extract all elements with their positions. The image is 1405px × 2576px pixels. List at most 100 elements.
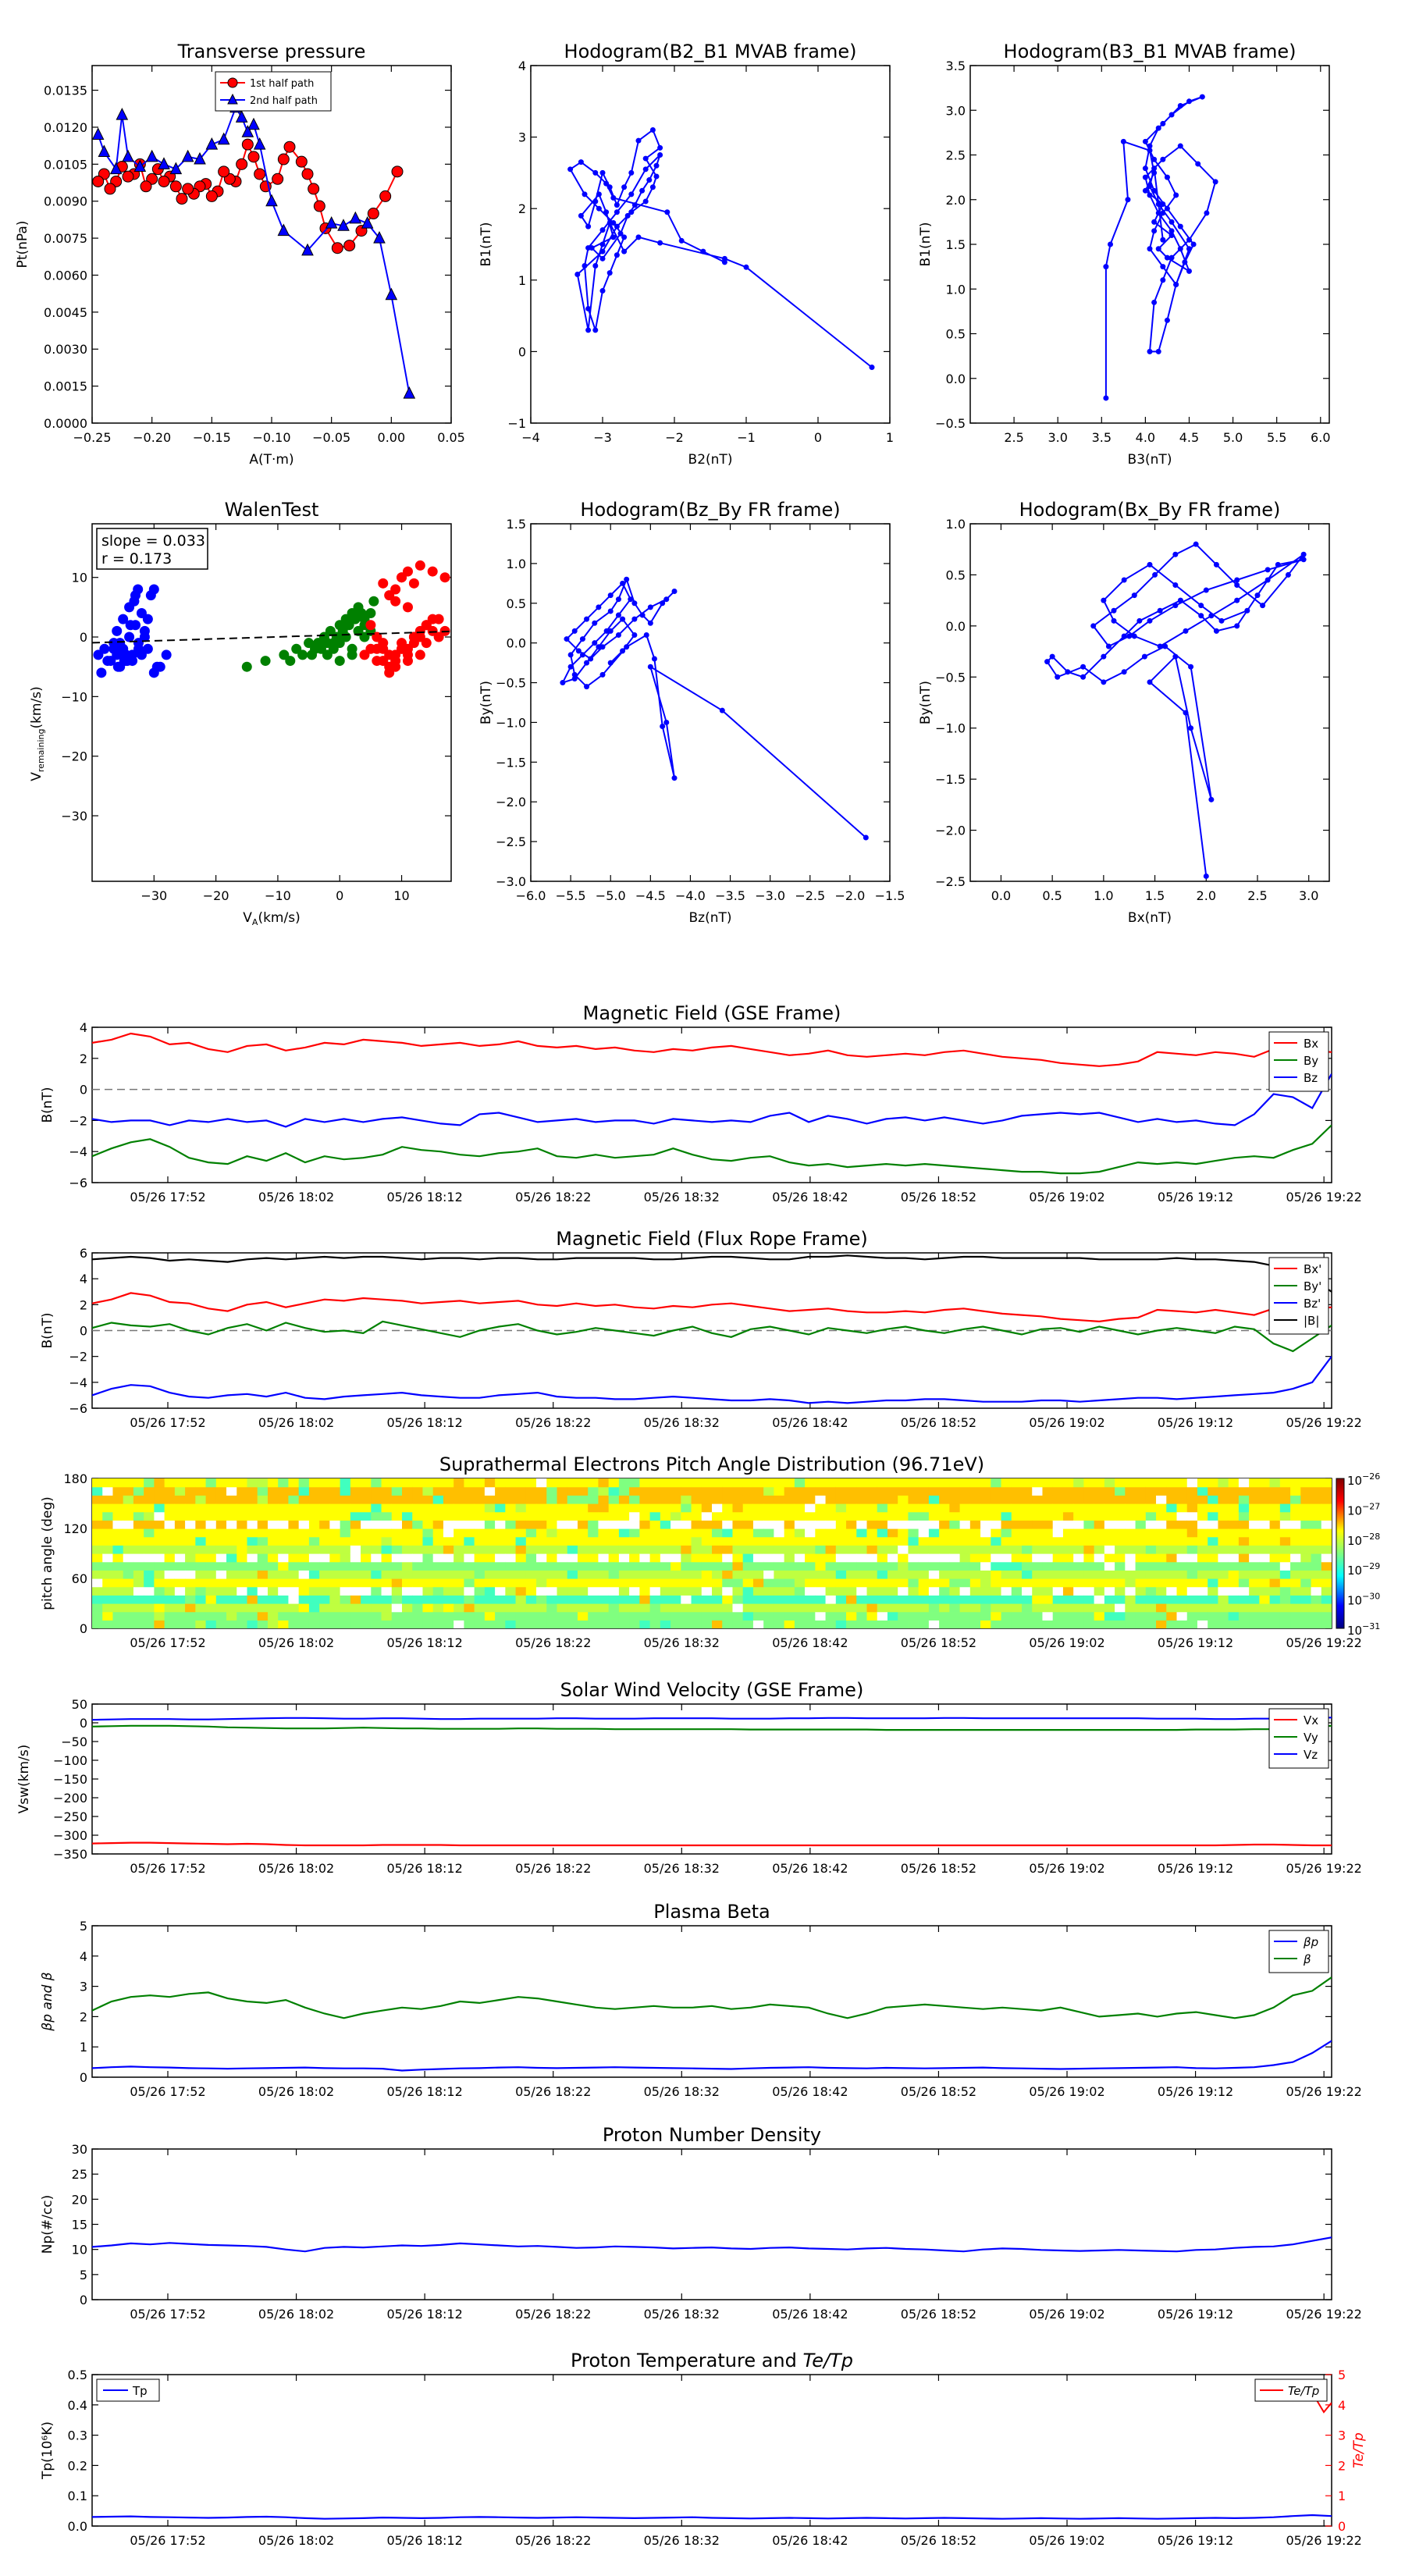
pitch-angle-cell bbox=[1135, 1520, 1147, 1529]
pitch-angle-cell bbox=[546, 1503, 558, 1513]
pitch-angle-cell bbox=[298, 1586, 310, 1596]
pitch-angle-cell bbox=[1022, 1528, 1033, 1538]
pitch-angle-cell bbox=[1300, 1578, 1312, 1588]
sw-velocity-ytick-label: 0 bbox=[80, 1716, 87, 1731]
pitch-angle-cell bbox=[991, 1603, 1002, 1613]
proton-temperature-xtick-label: 05/26 18:32 bbox=[644, 2533, 720, 2548]
pitch-angle-cell bbox=[443, 1520, 454, 1529]
pitch-angle-cell bbox=[918, 1486, 930, 1496]
pitch-angle-cell bbox=[546, 1545, 558, 1554]
hodogram-b2-b1-point bbox=[610, 220, 617, 226]
proton-density-xtick-label: 05/26 18:22 bbox=[515, 2307, 591, 2322]
pitch-angle-cell bbox=[495, 1503, 506, 1513]
pitch-angle-cell bbox=[1197, 1553, 1208, 1563]
pitch-angle-cell bbox=[660, 1586, 671, 1596]
pitch-angle-cell bbox=[112, 1495, 124, 1504]
pitch-angle-cell bbox=[1300, 1561, 1312, 1571]
pitch-angle-cell bbox=[639, 1553, 651, 1563]
pitch-angle-cell bbox=[1042, 1495, 1054, 1504]
walen-test-point bbox=[427, 566, 438, 577]
pitch-angle-cell bbox=[1115, 1578, 1126, 1588]
pitch-angle-cell bbox=[1073, 1620, 1084, 1628]
pitch-angle-cell bbox=[959, 1536, 971, 1546]
pitch-angle-xtick-label: 05/26 19:22 bbox=[1286, 1635, 1362, 1650]
pitch-angle-cell bbox=[102, 1520, 114, 1529]
pitch-angle-cell bbox=[267, 1553, 279, 1563]
pitch-angle-cell bbox=[567, 1570, 578, 1579]
pitch-angle-cell bbox=[278, 1595, 290, 1604]
hodogram-b3-b1-point bbox=[1147, 348, 1153, 354]
pitch-angle-cell bbox=[712, 1570, 723, 1579]
pitch-angle-cell bbox=[361, 1586, 372, 1596]
walen-test-ylabel: Vremaining(km/s) bbox=[29, 686, 46, 781]
pitch-angle-cell bbox=[856, 1570, 868, 1579]
pitch-angle-cell bbox=[112, 1545, 124, 1554]
pitch-angle-cell bbox=[815, 1545, 827, 1554]
plasma-beta-legend: βpβ bbox=[1268, 1930, 1329, 1973]
pitch-angle-cell bbox=[195, 1620, 207, 1628]
pitch-angle-cell bbox=[1228, 1561, 1240, 1571]
pitch-angle-cell bbox=[1269, 1595, 1281, 1604]
pitch-angle-cell bbox=[464, 1536, 475, 1546]
pitch-angle-cell bbox=[1279, 1545, 1291, 1554]
pitch-angle-cell bbox=[1166, 1478, 1178, 1488]
pitch-angle-cell bbox=[774, 1561, 785, 1571]
pitch-angle-cell bbox=[185, 1595, 196, 1604]
pitch-angle-cell bbox=[1083, 1578, 1095, 1588]
hodogram-b2-b1-xtick-label: −1 bbox=[737, 430, 756, 445]
pitch-angle-cell bbox=[1104, 1553, 1115, 1563]
pitch-angle-cell bbox=[546, 1578, 558, 1588]
pitch-angle-cell bbox=[598, 1486, 610, 1496]
mag-gse-series-Bx bbox=[92, 1032, 1332, 1067]
pitch-angle-cell bbox=[928, 1586, 940, 1596]
pitch-angle-cell bbox=[846, 1586, 857, 1596]
pitch-angle-cell bbox=[846, 1620, 857, 1628]
hodogram-b2-b1-point bbox=[614, 202, 620, 208]
pitch-angle-cell bbox=[1290, 1578, 1301, 1588]
pitch-angle-cell bbox=[215, 1495, 227, 1504]
pitch-angle-cell bbox=[391, 1586, 403, 1596]
pitch-angle-cell bbox=[732, 1570, 744, 1579]
pitch-angle-cell bbox=[1290, 1520, 1301, 1529]
hodogram-bx-by-point bbox=[1101, 653, 1107, 660]
pitch-angle-cell bbox=[1104, 1561, 1115, 1571]
pitch-angle-cell bbox=[308, 1611, 320, 1621]
pitch-angle-cell bbox=[1208, 1586, 1219, 1596]
pitch-angle-cell bbox=[1083, 1603, 1095, 1613]
pitch-angle-cell bbox=[577, 1495, 589, 1504]
pitch-angle-cell bbox=[154, 1561, 165, 1571]
walen-test-title: WalenTest bbox=[225, 499, 319, 521]
pitch-angle-cell bbox=[195, 1603, 207, 1613]
hodogram-bx-by-point bbox=[1254, 592, 1261, 599]
pitch-angle-cell bbox=[856, 1586, 868, 1596]
pitch-angle-cell bbox=[928, 1478, 940, 1488]
pitch-angle-cell bbox=[195, 1520, 207, 1529]
hodogram-bz-by-point bbox=[584, 660, 590, 666]
pitch-angle-cell bbox=[1032, 1478, 1044, 1488]
pitch-angle-cell bbox=[660, 1561, 671, 1571]
pitch-angle-cell bbox=[1279, 1595, 1291, 1604]
pitch-angle-cell bbox=[577, 1553, 589, 1563]
proton-temperature-legend: Tp Te/Tp bbox=[96, 2379, 1328, 2402]
hodogram-bx-by-point bbox=[1275, 561, 1281, 568]
pitch-angle-cell bbox=[732, 1536, 744, 1546]
pitch-angle-cell bbox=[371, 1486, 382, 1496]
mag-fr-series-Bz' bbox=[92, 1356, 1332, 1404]
pitch-angle-cell bbox=[959, 1495, 971, 1504]
pitch-angle-cell bbox=[959, 1528, 971, 1538]
pitch-angle-cell bbox=[1269, 1511, 1281, 1521]
pitch-angle-cell bbox=[454, 1545, 464, 1554]
pitch-angle-cell bbox=[319, 1561, 330, 1571]
hodogram-b2-b1-series-line bbox=[569, 128, 873, 368]
pitch-angle-cell bbox=[1238, 1578, 1250, 1588]
pitch-angle-cell bbox=[567, 1561, 578, 1571]
pitch-angle-cell bbox=[112, 1536, 124, 1546]
hodogram-b3-b1-point bbox=[1147, 192, 1153, 198]
pitch-angle-cell bbox=[495, 1561, 506, 1571]
pitch-angle-cell bbox=[164, 1603, 176, 1613]
pitch-angle-cell bbox=[391, 1495, 403, 1504]
pitch-angle-cell bbox=[1186, 1528, 1198, 1538]
walen-test-point bbox=[378, 578, 389, 589]
pitch-angle-cell bbox=[722, 1586, 734, 1596]
pitch-angle-cell bbox=[257, 1520, 269, 1529]
